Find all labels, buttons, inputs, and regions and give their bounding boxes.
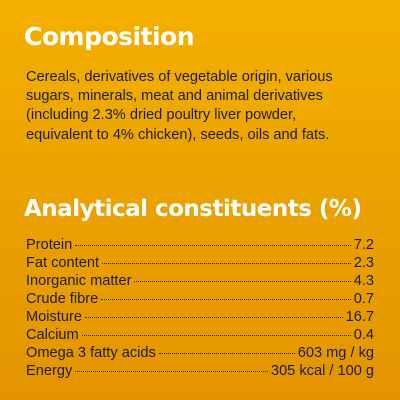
nutrient-value: 0.4 <box>354 327 374 343</box>
composition-heading: Composition <box>24 22 194 51</box>
nutrient-value: 7.2 <box>354 237 374 253</box>
dotted-leader <box>85 317 343 318</box>
nutrient-label: Energy <box>26 363 72 379</box>
nutrient-row-energy: Energy 305 kcal / 100 g <box>26 363 374 381</box>
composition-text: Cereals, derivatives of vegetable origin… <box>26 68 376 145</box>
dotted-leader <box>134 281 350 282</box>
nutrient-row-calcium: Calcium 0.4 <box>26 327 374 345</box>
composition-line: sugars, minerals, meat and animal deriva… <box>26 88 323 104</box>
nutrient-value: 603 mg / kg <box>298 345 374 361</box>
dotted-leader <box>75 245 350 246</box>
nutrient-row-crude-fibre: Crude fibre 0.7 <box>26 291 374 309</box>
analytical-constituents-heading: Analytical constituents (%) <box>24 196 361 222</box>
nutrient-label: Inorganic matter <box>26 273 131 289</box>
nutrient-value: 4.3 <box>354 273 374 289</box>
dotted-leader <box>102 263 351 264</box>
nutrient-row-fat-content: Fat content 2.3 <box>26 255 374 273</box>
nutrient-label: Fat content <box>26 255 99 271</box>
nutrient-value: 0.7 <box>354 291 374 307</box>
nutrient-label: Crude fibre <box>26 291 98 307</box>
dotted-leader <box>101 299 351 300</box>
nutrient-value: 305 kcal / 100 g <box>271 363 374 379</box>
composition-line: (including 2.3% dried poultry liver powd… <box>26 107 296 123</box>
nutrient-label: Moisture <box>26 309 82 325</box>
nutrient-value: 2.3 <box>354 255 374 271</box>
nutrient-row-moisture: Moisture 16.7 <box>26 309 374 327</box>
nutrient-value: 16.7 <box>346 309 374 325</box>
nutrient-label: Calcium <box>26 327 79 343</box>
dotted-leader <box>75 371 268 372</box>
nutrient-label: Omega 3 fatty acids <box>26 345 156 361</box>
dotted-leader <box>159 353 295 354</box>
dotted-leader <box>82 335 351 336</box>
nutrient-label: Protein <box>26 237 72 253</box>
nutrient-row-inorganic-matter: Inorganic matter 4.3 <box>26 273 374 291</box>
nutrient-row-omega-3: Omega 3 fatty acids 603 mg / kg <box>26 345 374 363</box>
nutrient-row-protein: Protein 7.2 <box>26 237 374 255</box>
composition-line: equivalent to 4% chicken), seeds, oils a… <box>26 127 329 143</box>
composition-line: Cereals, derivatives of vegetable origin… <box>26 69 333 85</box>
analytical-constituents-list: Protein 7.2 Fat content 2.3 Inorganic ma… <box>26 237 374 381</box>
